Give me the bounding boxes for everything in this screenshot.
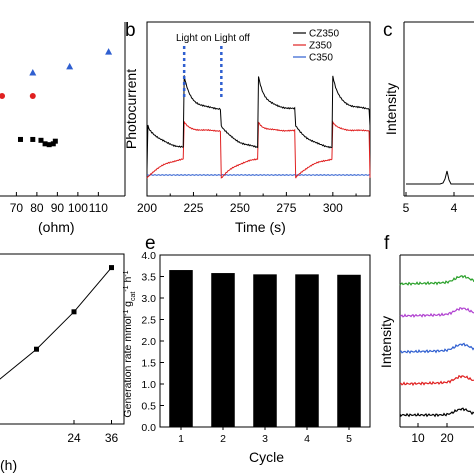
panel-b-x-tick-label: 225	[183, 201, 203, 215]
panel-a-triangle-point	[66, 62, 74, 70]
panel-e-bar	[211, 273, 235, 427]
panel-f-series-line	[399, 342, 474, 354]
panel-e-y-tick-label: 3.0	[141, 293, 156, 305]
panel-c-x-tick-label: 5	[403, 201, 410, 215]
panel-e-y-axis-title: Generation rate mmol-1 gcat-1 h-1	[122, 270, 137, 417]
panel-b-photocurrent: b 200 225 250 275 300 Light on Light off CZ3…	[123, 20, 371, 235]
panel-a-square-point	[30, 136, 36, 142]
panel-a-triangle-point	[29, 68, 37, 76]
panel-b-x-tick-label: 275	[276, 201, 296, 215]
panel-f-series-line	[399, 407, 474, 418]
panel-c-y-axis-title: Intensity	[383, 83, 399, 135]
panel-d-line: 24 36 (h)	[0, 253, 125, 473]
panel-d-square-point	[71, 309, 77, 315]
panel-d-square-point	[34, 346, 39, 352]
panel-a-x-tick-label: 110	[89, 201, 108, 215]
panel-e-y-tick-label: 1.0	[141, 379, 156, 391]
panel-d-x-tick-label: 24	[67, 431, 81, 445]
panel-c-curve	[406, 170, 474, 185]
panel-a-circle-point	[0, 92, 6, 99]
panel-e-x-tick-label: 2	[220, 433, 226, 445]
panel-e-x-tick-label: 1	[178, 433, 184, 445]
panel-a-circle-point	[29, 92, 36, 99]
panel-e-bar	[253, 274, 277, 427]
panel-f-letter: f	[384, 233, 390, 254]
panel-a-square-point	[42, 141, 48, 147]
panel-d-frame	[0, 253, 125, 425]
panel-b-series-c350-line	[146, 174, 370, 176]
panel-e-y-tick-label: 0.0	[141, 422, 156, 434]
panel-f-x-tick-label: 20	[440, 431, 454, 445]
panel-e-x-tick-label: 3	[262, 433, 268, 445]
panel-e-bar	[337, 274, 361, 427]
panel-a-x-axis-title: (ohm)	[38, 219, 75, 235]
panel-e-y-tick-label: 4.0	[141, 250, 156, 262]
panel-e-y-tick-label: 2.5	[141, 315, 156, 327]
panel-b-x-tick-label: 200	[137, 201, 157, 215]
panel-e-y-tick-label: 2.0	[141, 336, 156, 348]
panel-a-square-point	[50, 141, 56, 147]
panel-e-y-tick-label: 3.5	[141, 272, 156, 284]
panel-b-series-cz350-line	[146, 75, 371, 171]
panel-d-x-tick-label: 36	[105, 431, 119, 445]
panel-d-line-series	[0, 267, 112, 380]
panel-e-x-tick-label: 5	[346, 433, 352, 445]
panel-f-series-line	[399, 274, 474, 286]
panel-e-y-tick-label: 0.5	[141, 401, 156, 413]
panel-b-frame	[146, 21, 371, 197]
panel-f-intensity: f 10 20 Intensity	[378, 233, 474, 445]
panel-a-square-point	[46, 142, 52, 148]
panel-b-x-tick-label: 250	[230, 201, 250, 215]
panel-e-bar	[169, 270, 193, 427]
panel-e-bar	[295, 274, 319, 427]
panel-a-x-tick-label: 90	[51, 201, 65, 215]
panel-e-y-tick-label: 1.5	[141, 358, 156, 370]
panel-b-legend-label: Z350	[309, 41, 332, 52]
panel-a-square-point	[38, 137, 44, 143]
panel-a-x-tick-label: 70	[10, 201, 24, 215]
panel-b-legend-label: CZ350	[309, 29, 339, 40]
panel-b-series-z350-line	[146, 119, 371, 179]
panel-e-x-tick-label: 4	[304, 433, 310, 445]
panel-f-x-tick-label: 10	[411, 431, 425, 445]
panel-e-bar-chart: e 0.0 0.5 1.0 1.5 2.0 2.5 3.0 3.5 4.0 1 2 3 4 5 Cycle…	[122, 233, 371, 465]
panel-c-intensity: c 5 4 Intensity	[383, 20, 474, 215]
panel-a-square-point	[52, 138, 58, 144]
panel-c-x-tick-label: 4	[451, 201, 458, 215]
panel-b-x-tick-label: 300	[323, 201, 343, 215]
panel-b-x-axis-title: Time (s)	[235, 219, 286, 235]
panel-d-x-axis-title: (h)	[0, 457, 17, 473]
panel-a-triangle-point	[105, 48, 113, 55]
panel-d-square-point	[109, 265, 114, 271]
panel-f-series-line	[399, 374, 474, 387]
panel-f-series-line	[399, 306, 474, 318]
panel-c-letter: c	[383, 20, 393, 41]
panel-a-scatter: 70 80 90 100 110 (ohm)	[0, 22, 126, 235]
panel-e-letter: e	[145, 233, 156, 254]
panel-a-x-tick-label: 100	[68, 201, 88, 215]
panel-b-y-axis-title: Photocurrent	[123, 69, 139, 149]
panel-b-annotation: Light on Light off	[176, 33, 250, 44]
panel-f-y-axis-title: Intensity	[378, 316, 394, 368]
panel-a-square-point	[17, 136, 23, 142]
panel-a-x-tick-label: 80	[30, 201, 44, 215]
panel-b-legend-label: C350	[309, 53, 333, 64]
panel-b-letter: b	[125, 20, 136, 41]
panel-e-x-axis-title: Cycle	[249, 449, 284, 465]
